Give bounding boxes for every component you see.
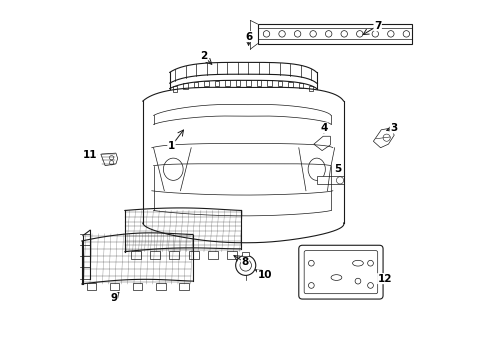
- Bar: [267, 81, 271, 86]
- FancyBboxPatch shape: [87, 283, 96, 291]
- FancyBboxPatch shape: [227, 251, 238, 259]
- Bar: [246, 80, 250, 86]
- FancyBboxPatch shape: [189, 251, 199, 259]
- Bar: [215, 81, 219, 86]
- FancyBboxPatch shape: [133, 283, 143, 291]
- Bar: [236, 80, 240, 86]
- Bar: [258, 24, 412, 44]
- Bar: [257, 80, 261, 86]
- Text: 3: 3: [390, 123, 397, 133]
- FancyBboxPatch shape: [179, 283, 189, 291]
- Bar: [204, 81, 209, 86]
- Bar: [183, 84, 188, 89]
- Bar: [299, 83, 303, 88]
- FancyBboxPatch shape: [150, 251, 160, 259]
- FancyBboxPatch shape: [156, 283, 166, 291]
- Text: 8: 8: [242, 257, 248, 267]
- FancyBboxPatch shape: [304, 251, 378, 294]
- FancyBboxPatch shape: [208, 251, 218, 259]
- Bar: [288, 82, 293, 87]
- Text: 11: 11: [83, 150, 98, 160]
- Bar: [225, 80, 230, 86]
- Text: 4: 4: [320, 123, 328, 133]
- Bar: [317, 176, 343, 184]
- Text: 2: 2: [200, 51, 207, 61]
- Bar: [242, 252, 249, 256]
- Text: 9: 9: [111, 293, 118, 303]
- FancyBboxPatch shape: [170, 251, 179, 259]
- Bar: [309, 86, 314, 91]
- Text: 1: 1: [168, 141, 175, 151]
- FancyBboxPatch shape: [299, 245, 383, 299]
- FancyBboxPatch shape: [131, 251, 141, 259]
- FancyBboxPatch shape: [110, 283, 119, 291]
- Text: 6: 6: [245, 32, 252, 41]
- Bar: [194, 82, 198, 87]
- Text: 7: 7: [374, 21, 381, 31]
- Bar: [173, 86, 177, 92]
- Text: 5: 5: [335, 164, 342, 174]
- Text: 12: 12: [378, 274, 392, 284]
- Bar: [278, 81, 282, 86]
- Text: 10: 10: [257, 270, 272, 280]
